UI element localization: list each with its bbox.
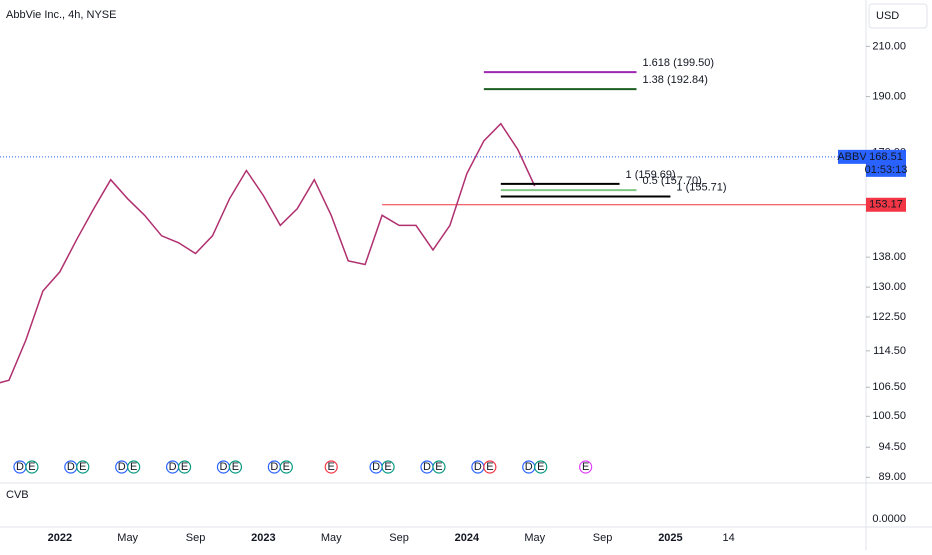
symbol-title: AbbVie Inc., 4h, NYSE (6, 9, 116, 21)
x-tick-label: 2025 (658, 532, 682, 544)
event-label: E (486, 461, 493, 473)
price-line-series (0, 122, 536, 384)
countdown-label: 01:53:13 (865, 164, 908, 176)
fib-level-label: 1.618 (199.50) (643, 57, 715, 69)
volume-axis-label: 0.0000 (872, 513, 906, 525)
fib-level-label: 1.38 (192.84) (643, 74, 708, 86)
event-label: E (130, 461, 137, 473)
event-label: E (232, 461, 239, 473)
last-price-label: 168.51 (869, 151, 903, 163)
event-label: D (270, 461, 278, 473)
y-tick-label: 122.50 (872, 311, 906, 323)
y-tick-label: 106.50 (872, 381, 906, 393)
event-badge (177, 460, 192, 474)
event-badge (25, 460, 39, 474)
event-badge (534, 460, 548, 474)
event-badge (432, 460, 446, 474)
x-tick-label: 2024 (455, 532, 480, 544)
event-label: E (537, 461, 544, 473)
event-label: E (79, 461, 86, 473)
plot-area: 1.618 (199.50) 1.38 (192.84) 1 (159.69)0.5… (0, 57, 866, 384)
event-label: D (16, 461, 24, 473)
volume-title: CVB (6, 489, 29, 501)
event-badge (579, 460, 593, 474)
event-label: D (169, 461, 177, 473)
y-tick-label: 138.00 (872, 251, 906, 263)
event-label: E (28, 461, 35, 473)
x-tick-label: 2022 (48, 532, 72, 544)
event-badge (381, 460, 395, 474)
last-price-bg (866, 149, 906, 177)
event-label: D (423, 461, 431, 473)
event-label: D (525, 461, 533, 473)
event-badge (228, 460, 243, 474)
x-tick-label: 2023 (251, 532, 275, 544)
symbol-label-bg (838, 149, 866, 164)
x-tick-label: May (321, 532, 342, 544)
event-label: D (67, 461, 75, 473)
event-label: D (118, 461, 126, 473)
event-badge (127, 460, 141, 474)
symbol-label: ABBV (837, 151, 867, 163)
currency-button[interactable] (868, 3, 928, 29)
event-badge (76, 460, 90, 474)
y-tick-label: 94.50 (878, 441, 906, 453)
event-label: D (219, 461, 227, 473)
y-tick-label: 190.00 (872, 91, 906, 103)
y-tick-label: 210.00 (872, 40, 906, 52)
y-tick-label: 100.50 (872, 410, 906, 422)
event-label: D (372, 461, 380, 473)
event-label: E (384, 461, 391, 473)
event-label: E (181, 461, 188, 473)
x-tick-label: Sep (593, 532, 613, 544)
x-tick-label: 14 (723, 532, 735, 544)
fib-level-label: 1 (155.71) (676, 181, 726, 193)
event-badge (279, 460, 293, 474)
y-tick-label: 89.00 (878, 471, 906, 483)
event-label: E (283, 461, 290, 473)
event-label: E (582, 461, 589, 473)
price-line-label-bg (866, 197, 906, 212)
currency-label[interactable]: USD (876, 10, 899, 22)
x-tick-label: Sep (186, 532, 206, 544)
fib-level-label: 1 (159.69) (626, 169, 676, 181)
event-label: E (328, 461, 335, 473)
x-tick-label: Sep (389, 532, 409, 544)
event-badge (324, 460, 338, 474)
y-tick-label: 130.00 (872, 281, 906, 293)
event-badge (483, 460, 497, 474)
event-label: D (474, 461, 482, 473)
x-tick-label: May (117, 532, 138, 544)
event-label: E (435, 461, 442, 473)
y-tick-label: 114.50 (873, 345, 906, 357)
price-line-label: 153.17 (869, 199, 903, 211)
fib-level-label: 0.5 (157.70) (643, 175, 702, 187)
x-tick-label: May (524, 532, 545, 544)
